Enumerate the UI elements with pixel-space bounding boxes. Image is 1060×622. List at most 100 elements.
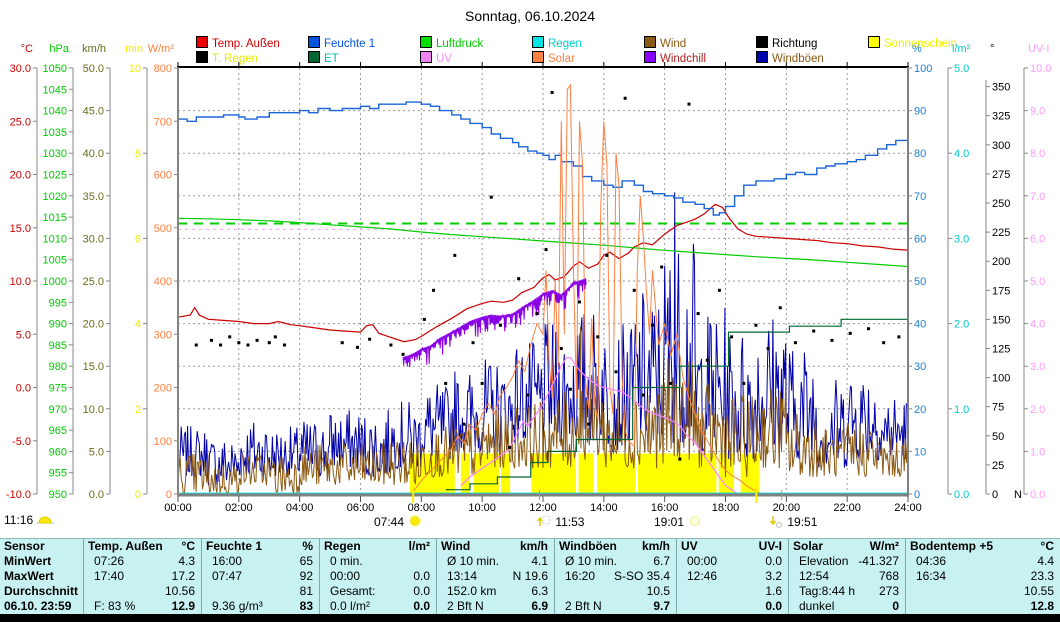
legend-color-box <box>532 36 544 48</box>
table-cell-row: 17:40 17.2 <box>84 569 201 584</box>
legend-color-box <box>196 36 208 48</box>
direction-dot <box>812 329 816 333</box>
axis-tick-label: 30 <box>914 361 926 373</box>
axis-tick-label: 225 <box>992 227 1010 239</box>
table-header: Wind km/h <box>437 539 554 554</box>
day-length-value: 11:16 <box>4 513 34 527</box>
cell-info: 2 Bft N <box>447 599 484 613</box>
sunrise-time: 07:44 <box>374 513 423 531</box>
legend-label: Sonnenschein <box>884 38 957 50</box>
table-cell-row: dunkel 0 <box>789 599 905 614</box>
legend-label: T. Regen <box>212 53 259 65</box>
axis-tick-label: 10 <box>914 446 926 458</box>
sunshine-block <box>578 453 594 494</box>
direction-dot <box>255 338 259 342</box>
table-header: UV UV-I <box>677 539 788 554</box>
table-header: Solar W/m² <box>789 539 905 554</box>
cell-info: 16:20 <box>565 569 596 583</box>
direction-dot <box>669 381 673 385</box>
row-label-minwert: MinWert <box>0 554 83 569</box>
axis-tick-label: 0.0 <box>89 489 104 501</box>
direction-dot <box>219 343 223 347</box>
axis-tick-label: 8 <box>135 148 141 160</box>
axis-tick-label: 2 <box>135 404 141 416</box>
axis-tick-label: 40.0 <box>83 148 104 160</box>
day-length: 11:16 <box>4 511 55 529</box>
table-cell-row: Gesamt: 0.0 <box>320 584 436 599</box>
cell-info: 12:46 <box>687 569 718 583</box>
axis-tick-label: 1000 <box>43 276 67 288</box>
axis-tick-label: 200 <box>154 383 172 395</box>
axis-tick-label: 2.0 <box>954 319 969 331</box>
row-label-text: MaxWert <box>4 569 54 583</box>
axis-tick-label: 30.0 <box>10 63 31 75</box>
column-title: Temp. Außen <box>88 539 163 553</box>
moonset-time: 19:51 <box>768 513 817 531</box>
direction-dot <box>462 422 466 426</box>
axis-tick-label: 90 <box>914 106 926 118</box>
table-col-wind: Wind km/h Ø 10 min. 4.1 13:14 N 19.6 152.0 km 6… <box>437 539 555 614</box>
table-cell-row: 2 Bft N 9.7 <box>555 599 676 614</box>
legend-label: Temp. Außen <box>212 38 280 50</box>
table-cell-row: 10.5 <box>555 584 676 599</box>
table-header: Feuchte 1% <box>202 539 319 554</box>
legend-label: Richtung <box>772 38 818 50</box>
cell-value: 4.4 <box>1037 554 1054 568</box>
cell-info <box>677 584 687 599</box>
legend-label: Wind <box>660 38 687 50</box>
axis-tick-label: -5.0 <box>12 436 31 448</box>
axis-tick-label: 1045 <box>43 84 67 96</box>
axis-tick-label: 995 <box>49 297 67 309</box>
direction-dot <box>340 341 344 345</box>
column-title: UV <box>681 539 698 553</box>
axis-tick-label: 960 <box>49 446 67 458</box>
axis-tick-label: 1.0 <box>1030 446 1045 458</box>
table-cell-row: 16:20 S-SO 35.4 <box>555 569 676 584</box>
table-col-uv: UV UV-I 00:00 0.0 12:46 3.2 1.6 0.0 <box>677 539 789 614</box>
cell-value: 83 <box>299 599 313 613</box>
cell-value: 768 <box>878 569 899 583</box>
cell-info: F: 83 % <box>94 599 136 613</box>
axis-tick-label: 20 <box>914 404 926 416</box>
column-unit: °C <box>181 539 195 553</box>
column-title: Wind <box>441 539 471 553</box>
axis-tick-label: 25.0 <box>83 276 104 288</box>
table-col-windb-en: Windböen km/h Ø 10 min. 6.7 16:20 S-SO 35.4 10… <box>555 539 677 614</box>
table-col-solar: Solar W/m² Elevation -41.327 12:54 768 Tag:8:4… <box>789 539 906 614</box>
axis-unit-km/h: km/h <box>82 43 106 55</box>
axis-tick-label: 50 <box>992 431 1004 443</box>
direction-dot <box>897 335 901 339</box>
direction-dot <box>535 312 539 316</box>
cell-info: 07:47 <box>212 569 243 583</box>
axis-tick-label: 0.0 <box>1030 489 1045 501</box>
axis-tick-label: 5.0 <box>89 446 104 458</box>
direction-dot <box>508 445 512 449</box>
direction-dot <box>389 343 393 347</box>
table-cell-row: F: 83 % 12.9 <box>84 599 201 614</box>
table-cell-row: Elevation -41.327 <box>789 554 905 569</box>
cell-info: 2 Bft N <box>565 599 602 613</box>
legend-color-box <box>308 51 320 63</box>
axis-tick-label: 200 <box>992 256 1010 268</box>
axis-tick-label: 1.0 <box>954 404 969 416</box>
cell-value: 65 <box>299 554 313 568</box>
table-col-regen: Regen l/m² 0 min. 00:00 0.0 Gesamt: 0.0 0.0 l/m… <box>320 539 437 614</box>
direction-dot <box>273 335 277 339</box>
direction-dot <box>246 343 250 347</box>
column-title: Windböen <box>559 539 617 553</box>
axis-tick-label: 0 <box>914 489 920 501</box>
row-label-durchschnitt: Durchschnitt <box>0 584 83 599</box>
cell-info: dunkel <box>799 599 835 613</box>
axis-tick-label: 80 <box>914 148 926 160</box>
series-uv <box>460 357 739 495</box>
axis-tick-label: 75 <box>992 402 1004 414</box>
axis-tick-label: 8.0 <box>1030 148 1045 160</box>
cell-info: 16:00 <box>212 554 243 568</box>
day-length-sun-icon <box>36 516 55 524</box>
cell-info: Elevation <box>799 554 849 568</box>
moonrise-icon <box>536 515 551 526</box>
axis-tick-label: 2.0 <box>1030 404 1045 416</box>
cell-info <box>555 584 565 599</box>
direction-dot <box>623 96 627 100</box>
direction-dot <box>471 341 475 345</box>
